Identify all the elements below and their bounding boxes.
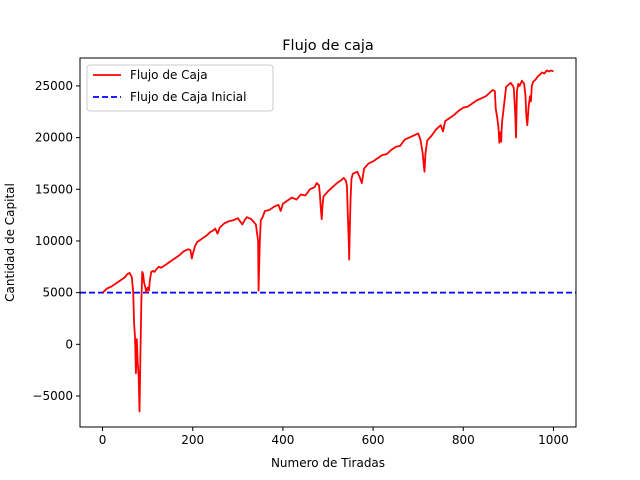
y-tick-label: 10000	[35, 234, 73, 248]
chart-title: Flujo de caja	[282, 38, 374, 54]
plot-area	[80, 69, 576, 413]
y-tick-label: 5000	[42, 286, 73, 300]
x-tick-label: 0	[99, 433, 107, 447]
axis-ticks: 0 200 400 600 800 1000 −5000 0 5000 10000 15000 200…	[32, 79, 568, 447]
y-tick-label: 25000	[35, 79, 73, 93]
x-tick-label: 600	[362, 433, 385, 447]
x-tick-label: 800	[452, 433, 475, 447]
x-tick-label: 1000	[538, 433, 569, 447]
y-tick-label: 0	[65, 337, 73, 351]
legend: Flujo de Caja Flujo de Caja Inicial	[86, 64, 274, 112]
y-tick-label: 20000	[35, 131, 73, 145]
y-tick-label: −5000	[32, 389, 73, 403]
x-tick-label: 400	[271, 433, 294, 447]
x-tick-label: 200	[181, 433, 204, 447]
legend-label-flujo-de-caja: Flujo de Caja	[130, 68, 208, 82]
series-line-0	[101, 69, 554, 413]
legend-box	[86, 64, 274, 112]
legend-label-flujo-de-caja-inicial: Flujo de Caja Inicial	[130, 90, 246, 104]
x-axis-label: Numero de Tiradas	[271, 456, 385, 470]
y-axis-label: Cantidad de Capital	[3, 183, 17, 302]
axes-frame	[79, 57, 577, 428]
y-tick-label: 15000	[35, 182, 73, 196]
